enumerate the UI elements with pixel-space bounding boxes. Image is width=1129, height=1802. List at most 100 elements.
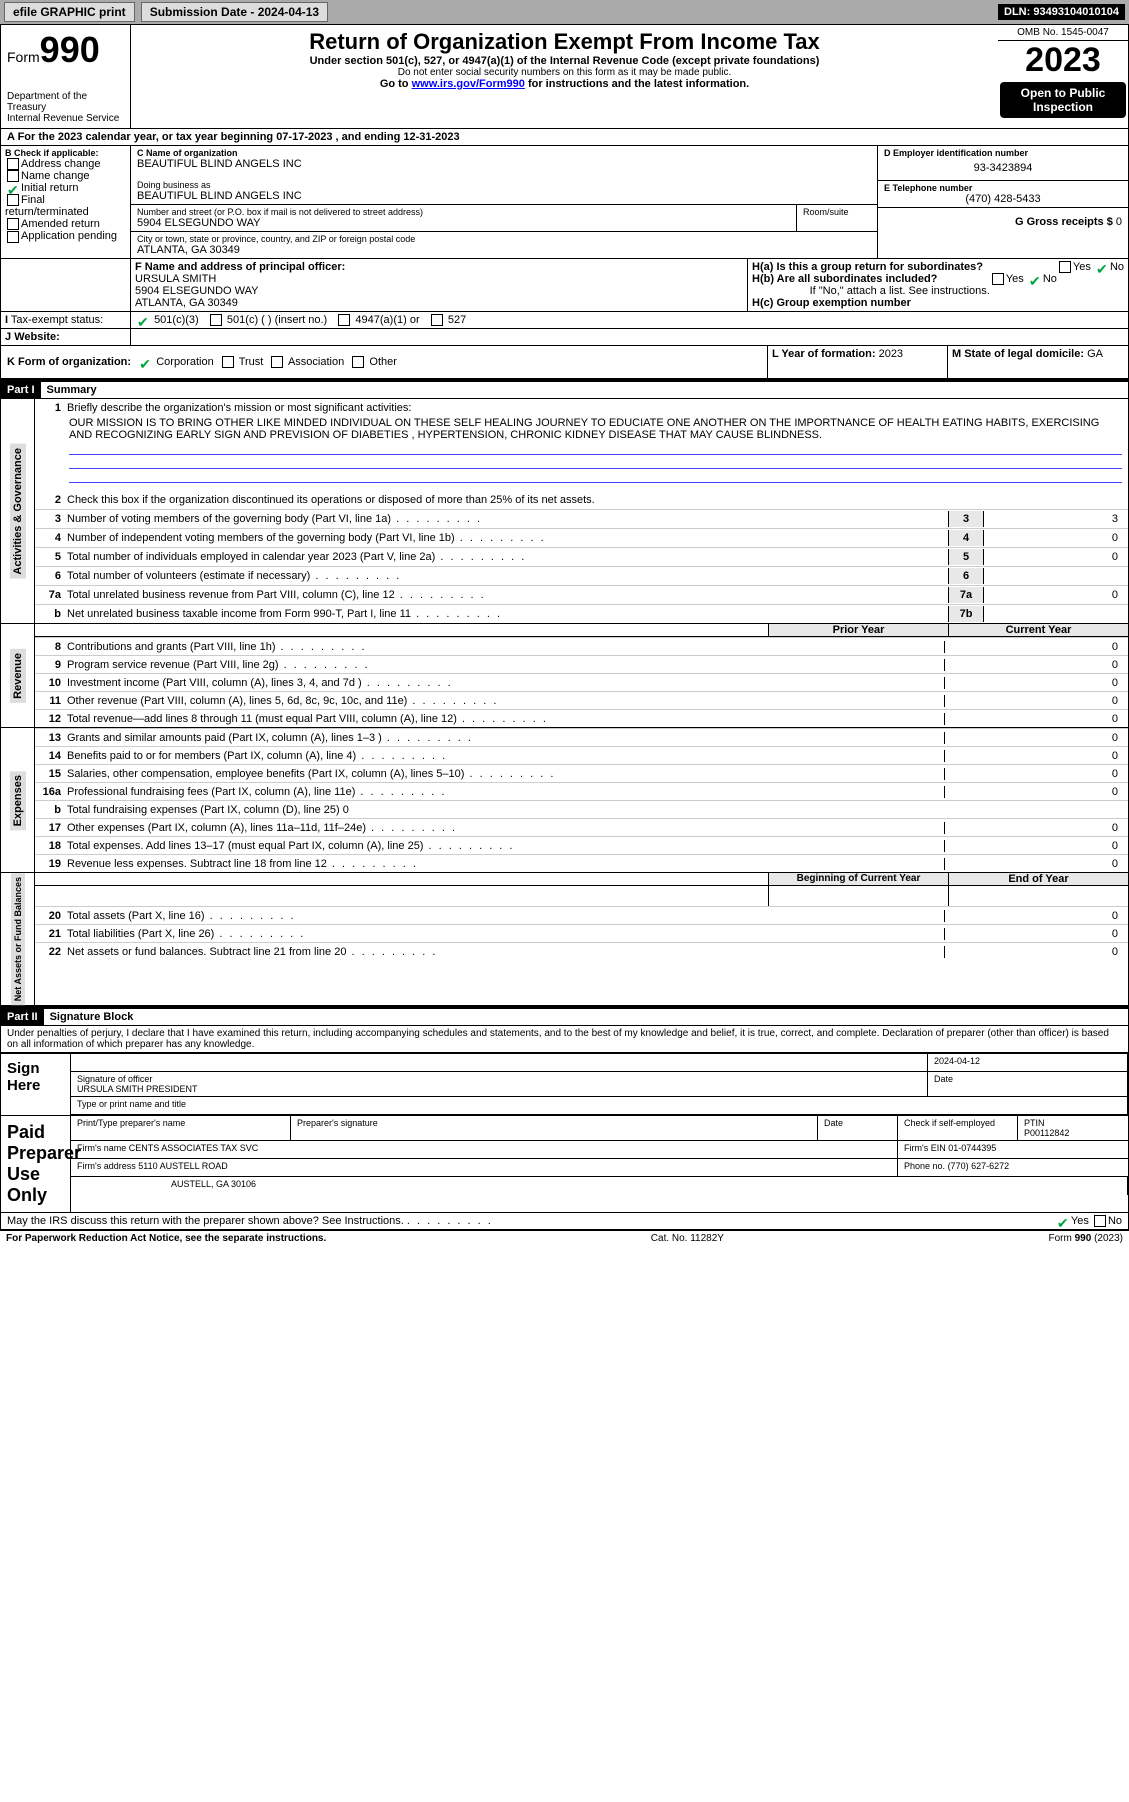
dba-name: BEAUTIFUL BLIND ANGELS INC (137, 190, 871, 202)
end-year-header: End of Year (948, 873, 1128, 885)
section-b-label: B Check if applicable: (5, 148, 126, 158)
check-initial-return[interactable]: ✔Initial return (5, 182, 126, 194)
form-header: Form990 Department of the Treasury Inter… (1, 25, 1128, 129)
phone-value: (470) 428-5433 (884, 193, 1122, 205)
table-row: 12 Total revenue—add lines 8 through 11 … (35, 709, 1128, 727)
table-row: 6 Total number of volunteers (estimate i… (35, 566, 1128, 585)
form-container: Form990 Department of the Treasury Inter… (0, 24, 1129, 1230)
ptin-hdr: PTIN (1024, 1118, 1122, 1128)
info-grid: B Check if applicable: Address change Na… (1, 146, 1128, 259)
preparer-sig-hdr: Preparer's signature (291, 1116, 818, 1140)
governance-section: Activities & Governance 1Briefly describ… (1, 399, 1128, 624)
revenue-sidebar: Revenue (10, 649, 26, 703)
street-label: Number and street (or P.O. box if mail i… (137, 207, 790, 217)
irs-url-link[interactable]: www.irs.gov/Form990 (412, 78, 525, 90)
preparer-name-hdr: Print/Type preparer's name (71, 1116, 291, 1140)
check-amended-return[interactable]: Amended return (5, 218, 126, 230)
table-row: 22 Net assets or fund balances. Subtract… (35, 942, 1128, 960)
line1-label: Briefly describe the organization's miss… (67, 402, 1124, 414)
group-return-row: H(a) Is this a group return for subordin… (752, 261, 1124, 273)
table-row: 15 Salaries, other compensation, employe… (35, 764, 1128, 782)
check-application-pending[interactable]: Application pending (5, 230, 126, 242)
tax-year: 2023 (998, 41, 1128, 80)
check-address-change[interactable]: Address change (5, 158, 126, 170)
table-row: 17 Other expenses (Part IX, column (A), … (35, 818, 1128, 836)
check-association[interactable] (271, 356, 283, 368)
omb-number: OMB No. 1545-0047 (998, 25, 1128, 41)
period-line: A For the 2023 calendar year, or tax yea… (1, 129, 1128, 146)
table-row: b Total fundraising expenses (Part IX, c… (35, 800, 1128, 818)
firm-name: CENTS ASSOCIATES TAX SVC (129, 1143, 259, 1153)
perjury-text: Under penalties of perjury, I declare th… (1, 1026, 1128, 1052)
ptin-value: P00112842 (1024, 1128, 1122, 1138)
table-row: 8 Contributions and grants (Part VIII, l… (35, 637, 1128, 655)
check-501c3[interactable]: ✔ (137, 314, 149, 326)
table-row: 21 Total liabilities (Part X, line 26) 0 (35, 924, 1128, 942)
table-row: 9 Program service revenue (Part VIII, li… (35, 655, 1128, 673)
city-label: City or town, state or province, country… (137, 234, 871, 244)
check-trust[interactable] (222, 356, 234, 368)
current-year-header: Current Year (948, 624, 1128, 636)
officer-row: F Name and address of principal officer:… (1, 259, 1128, 312)
firm-addr1: 5110 AUSTELL ROAD (138, 1161, 228, 1171)
table-row: 5 Total number of individuals employed i… (35, 547, 1128, 566)
check-501c[interactable] (210, 314, 222, 326)
discuss-no-check[interactable] (1094, 1215, 1106, 1227)
sign-date: 2024-04-12 (928, 1054, 1128, 1071)
table-row: 13 Grants and similar amounts paid (Part… (35, 728, 1128, 746)
form-number: Form990 (7, 29, 124, 71)
city: ATLANTA, GA 30349 (137, 244, 871, 256)
sign-here-block: Sign Here 2024-04-12 Signature of office… (1, 1052, 1128, 1115)
paid-preparer-label: Paid Preparer Use Only (1, 1116, 71, 1212)
phone-label: E Telephone number (884, 183, 1122, 193)
top-toolbar: efile GRAPHIC print Submission Date - 20… (0, 0, 1129, 24)
self-employed-hdr: Check if self-employed (898, 1116, 1018, 1140)
prior-year-header: Prior Year (768, 624, 948, 636)
table-row: 10 Investment income (Part VIII, column … (35, 673, 1128, 691)
officer-label: F Name and address of principal officer: (135, 261, 743, 273)
paid-preparer-block: Paid Preparer Use Only Print/Type prepar… (1, 1115, 1128, 1212)
firm-phone: (770) 627-6272 (948, 1161, 1010, 1171)
org-name: BEAUTIFUL BLIND ANGELS INC (137, 158, 871, 170)
dept-label: Department of the Treasury Internal Reve… (7, 91, 124, 124)
efile-button[interactable]: efile GRAPHIC print (4, 2, 135, 22)
check-corporation[interactable]: ✔ (139, 356, 151, 368)
check-final-return[interactable]: Final return/terminated (5, 194, 126, 218)
check-other[interactable] (352, 356, 364, 368)
preparer-date-hdr: Date (818, 1116, 898, 1140)
check-527[interactable] (431, 314, 443, 326)
submission-date-button[interactable]: Submission Date - 2024-04-13 (141, 2, 328, 22)
form-title: Return of Organization Exempt From Incom… (135, 29, 994, 55)
governance-sidebar: Activities & Governance (10, 444, 26, 579)
officer-name: URSULA SMITH (135, 273, 743, 285)
type-print-label: Type or print name and title (71, 1097, 1128, 1114)
discuss-yes-check[interactable]: ✔ (1057, 1215, 1069, 1227)
subordinates-row: H(b) Are all subordinates included? Yes … (752, 273, 1124, 285)
officer-sig-name: URSULA SMITH PRESIDENT (77, 1084, 921, 1094)
table-row: 3 Number of voting members of the govern… (35, 509, 1128, 528)
dba-label: Doing business as (137, 180, 871, 190)
gross-receipts-label: G Gross receipts $ (1015, 216, 1113, 228)
check-4947[interactable] (338, 314, 350, 326)
netassets-section: Net Assets or Fund Balances Beginning of… (1, 873, 1128, 1007)
table-row: 20 Total assets (Part X, line 16) 0 (35, 906, 1128, 924)
expenses-sidebar: Expenses (10, 771, 26, 830)
netassets-sidebar: Net Assets or Fund Balances (11, 873, 25, 1005)
room-label: Room/suite (797, 205, 877, 231)
table-row: 7a Total unrelated business revenue from… (35, 585, 1128, 604)
org-name-label: C Name of organization (137, 148, 871, 158)
ein-value: 93-3423894 (888, 162, 1118, 174)
table-row: 11 Other revenue (Part VIII, column (A),… (35, 691, 1128, 709)
line2-text: Check this box if the organization disco… (67, 494, 1124, 506)
ein-label: D Employer identification number (884, 148, 1122, 158)
table-row: 18 Total expenses. Add lines 13–17 (must… (35, 836, 1128, 854)
page-footer: For Paperwork Reduction Act Notice, see … (0, 1230, 1129, 1246)
footer-mid: Cat. No. 11282Y (651, 1233, 724, 1244)
officer-street: 5904 ELSEGUNDO WAY (135, 285, 743, 297)
form-subtitle: Under section 501(c), 527, or 4947(a)(1)… (135, 55, 994, 67)
date-label: Date (928, 1072, 1128, 1096)
table-row: 16a Professional fundraising fees (Part … (35, 782, 1128, 800)
part1-header: Part I Summary (1, 380, 1128, 399)
website-row: J Website: (1, 329, 1128, 346)
check-name-change[interactable]: Name change (5, 170, 126, 182)
